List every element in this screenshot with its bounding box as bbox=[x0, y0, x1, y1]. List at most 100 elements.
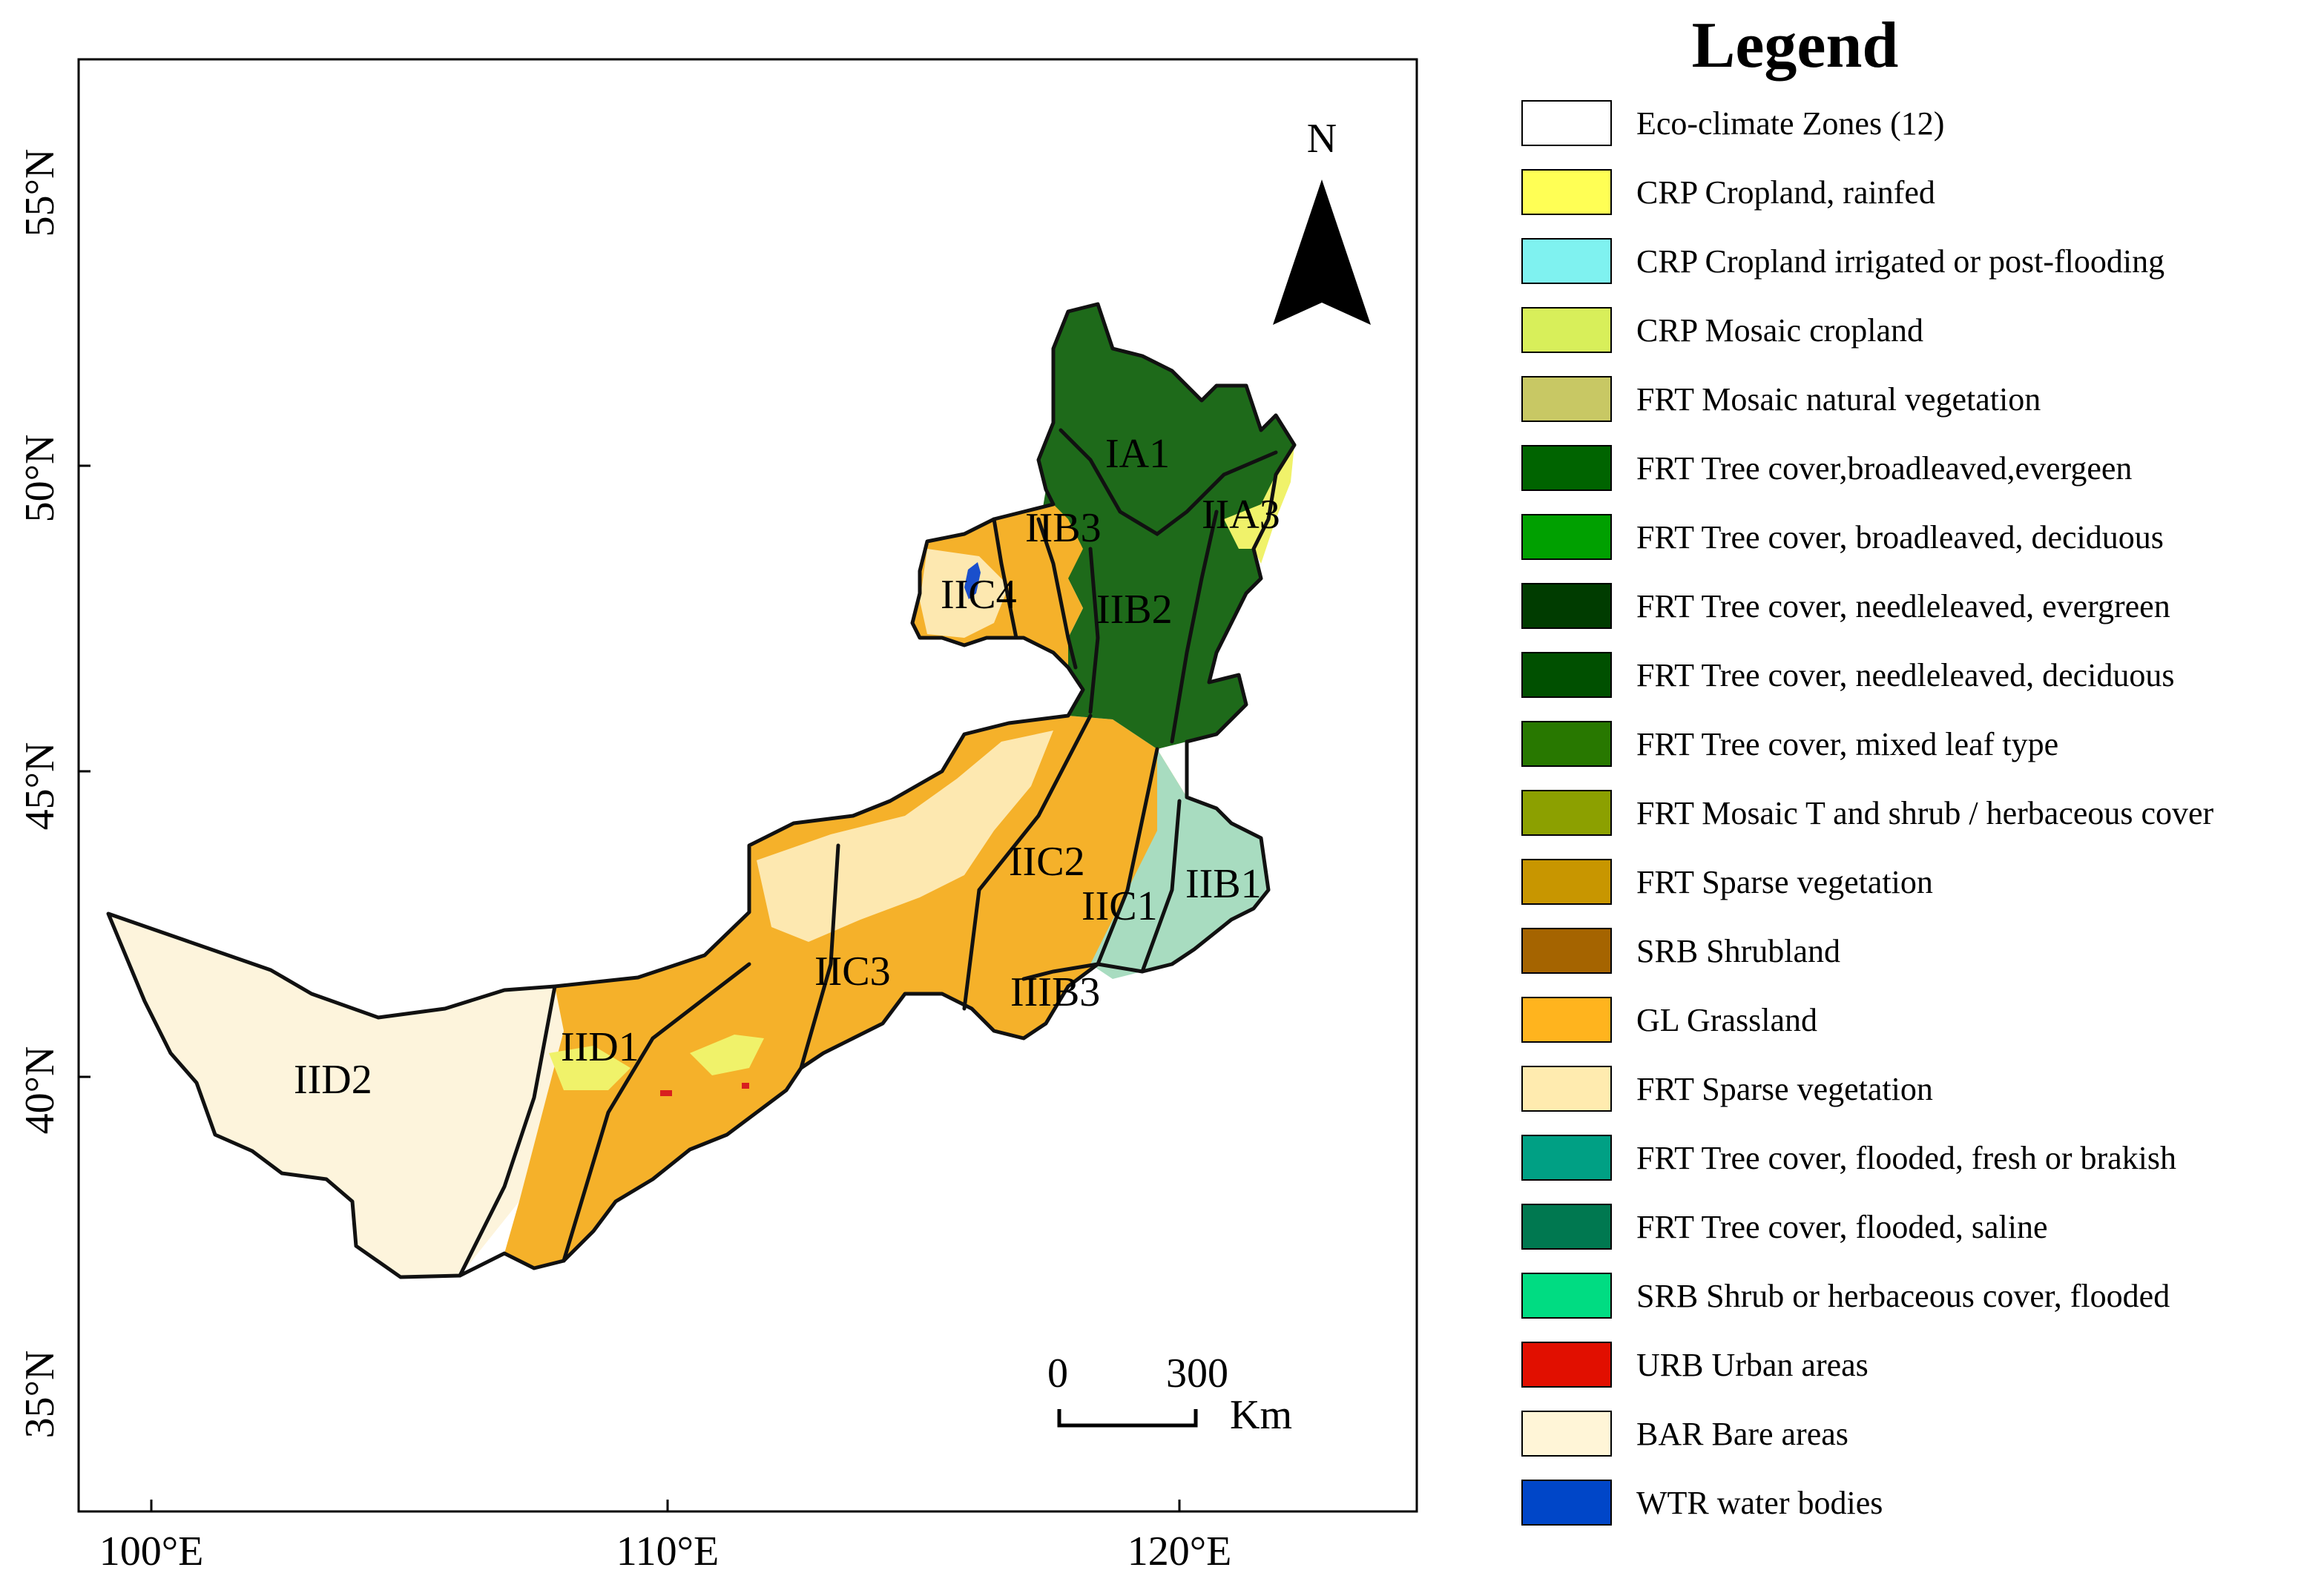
zone-boundary-ia1 bbox=[1059, 428, 1278, 537]
map-frame bbox=[77, 58, 1418, 1513]
legend-item: FRT Sparse vegetation bbox=[1521, 1066, 1933, 1112]
zone-boundary-iiib3 bbox=[1021, 962, 1100, 981]
legend-label: FRT Tree cover, mixed leaf type bbox=[1636, 726, 2058, 762]
legend-item: FRT Tree cover, needleleaved, deciduous bbox=[1521, 652, 2174, 698]
legend-label: FRT Tree cover, flooded, saline bbox=[1636, 1209, 2048, 1245]
legend-label: FRT Sparse vegetation bbox=[1636, 864, 1933, 900]
legend-item: URB Urban areas bbox=[1521, 1342, 1869, 1388]
zone-label-iic2: IIC2 bbox=[1009, 839, 1085, 885]
legend-swatch bbox=[1521, 928, 1612, 974]
legend-label: FRT Tree cover,broadleaved,evergeen bbox=[1636, 450, 2132, 487]
scale-bar-line bbox=[1057, 1409, 1198, 1428]
legend-item: FRT Tree cover, needleleaved, evergreen bbox=[1521, 583, 2170, 629]
region-shape: IA1 IIA3 IIB3 IIC4 IIB2 IIC2 IIB1 IIC1 I… bbox=[106, 302, 1297, 1279]
lon-ticks bbox=[150, 1500, 1181, 1511]
legend-item: FRT Sparse vegetation bbox=[1521, 859, 1933, 905]
longitude-labels: 100°E 110°E 120°E bbox=[99, 1529, 1232, 1574]
legend-item: FRT Mosaic T and shrub / herbaceous cove… bbox=[1521, 790, 2214, 836]
legend-swatch bbox=[1521, 307, 1612, 353]
scale-bar-zero: 0 bbox=[1047, 1351, 1068, 1396]
urban-speck bbox=[742, 1083, 749, 1089]
water-body-icon bbox=[964, 562, 981, 599]
zone-labels: IA1 IIA3 IIB3 IIC4 IIB2 IIC2 IIB1 IIC1 I… bbox=[294, 431, 1280, 1103]
legend-item: FRT Tree cover, flooded, saline bbox=[1521, 1204, 2048, 1250]
zone-label-iia3: IIA3 bbox=[1202, 492, 1280, 538]
legend-item: FRT Tree cover,broadleaved,evergeen bbox=[1521, 445, 2132, 491]
lat-ticks bbox=[79, 464, 90, 1078]
legend-label: FRT Tree cover, broadleaved, deciduous bbox=[1636, 519, 2164, 555]
zone-boundaries bbox=[458, 428, 1278, 1278]
scale-bar-unit: Km bbox=[1230, 1392, 1292, 1438]
lon-label-110: 110°E bbox=[616, 1529, 720, 1574]
legend-item: SRB Shrub or herbaceous cover, flooded bbox=[1521, 1273, 2170, 1319]
legend-label: CRP Mosaic cropland bbox=[1636, 312, 1923, 349]
zone-boundary-iib3-iib2 bbox=[1036, 517, 1078, 670]
legend-swatch bbox=[1521, 100, 1612, 146]
zone-label-iic4: IIC4 bbox=[941, 572, 1017, 618]
legend-label: Eco-climate Zones (12) bbox=[1636, 105, 1944, 142]
legend-label: FRT Tree cover, needleleaved, deciduous bbox=[1636, 657, 2174, 693]
legend-item: WTR water bodies bbox=[1521, 1480, 1883, 1526]
legend-label: BAR Bare areas bbox=[1636, 1416, 1848, 1452]
region-outline bbox=[106, 302, 1297, 1279]
legend-swatch bbox=[1521, 652, 1612, 698]
region-east-cropland bbox=[1090, 749, 1268, 979]
lon-label-120: 120°E bbox=[1127, 1529, 1232, 1574]
legend-item: CRP Cropland irrigated or post-flooding bbox=[1521, 238, 2164, 284]
zone-label-iiib3: IIIB3 bbox=[1010, 969, 1100, 1015]
north-arrow-icon bbox=[1273, 179, 1371, 325]
region-cropland-patch-2 bbox=[549, 1046, 631, 1090]
zone-boundary-iid1-iic3 bbox=[562, 962, 751, 1263]
legend-swatch bbox=[1521, 376, 1612, 422]
zone-label-iid2: IID2 bbox=[294, 1057, 372, 1103]
legend-label: FRT Mosaic natural vegetation bbox=[1636, 381, 2041, 418]
zone-label-ia1: IA1 bbox=[1105, 431, 1170, 477]
legend-item: BAR Bare areas bbox=[1521, 1411, 1848, 1457]
legend-item: FRT Tree cover, flooded, fresh or brakis… bbox=[1521, 1135, 2176, 1181]
zone-label-iic3: IIC3 bbox=[814, 949, 891, 995]
region-central-sparse bbox=[757, 731, 1053, 942]
legend-item: FRT Mosaic natural vegetation bbox=[1521, 376, 2041, 422]
urban-speck bbox=[660, 1090, 672, 1096]
legend-item: CRP Cropland, rainfed bbox=[1521, 169, 1935, 215]
lat-label-50: 50°N bbox=[17, 435, 63, 523]
legend-swatch bbox=[1521, 859, 1612, 905]
legend-swatch bbox=[1521, 1135, 1612, 1181]
zone-label-iid1: IID1 bbox=[561, 1024, 639, 1070]
legend-swatch bbox=[1521, 1066, 1612, 1112]
legend-items: Eco-climate Zones (12) CRP Cropland, rain… bbox=[1521, 100, 2214, 1526]
lat-label-35: 35°N bbox=[17, 1351, 63, 1439]
legend: Legend Eco-climate Zones (12) CRP Croplan… bbox=[1521, 10, 2214, 1526]
legend-label: FRT Tree cover, flooded, fresh or brakis… bbox=[1636, 1140, 2176, 1176]
legend-swatch bbox=[1521, 514, 1612, 560]
legend-swatch bbox=[1521, 1273, 1612, 1319]
legend-label: SRB Shrub or herbaceous cover, flooded bbox=[1636, 1278, 2170, 1314]
legend-item: Eco-climate Zones (12) bbox=[1521, 100, 1944, 146]
legend-label: FRT Tree cover, needleleaved, evergreen bbox=[1636, 588, 2170, 624]
legend-swatch bbox=[1521, 238, 1612, 284]
legend-item: SRB Shrubland bbox=[1521, 928, 1840, 974]
legend-label: GL Grassland bbox=[1636, 1002, 1817, 1038]
legend-item: CRP Mosaic cropland bbox=[1521, 307, 1923, 353]
legend-label: CRP Cropland irrigated or post-flooding bbox=[1636, 243, 2164, 280]
scale-bar: 0 300 Km bbox=[1047, 1351, 1292, 1438]
legend-label: FRT Sparse vegetation bbox=[1636, 1071, 1933, 1107]
lon-label-100: 100°E bbox=[99, 1529, 204, 1574]
legend-label: URB Urban areas bbox=[1636, 1347, 1869, 1383]
legend-label: CRP Cropland, rainfed bbox=[1636, 174, 1935, 211]
legend-title: Legend bbox=[1692, 10, 1899, 82]
zone-boundary-iib3-iic4 bbox=[992, 517, 1018, 640]
legend-swatch bbox=[1521, 790, 1612, 836]
scale-bar-max: 300 bbox=[1166, 1351, 1228, 1396]
zone-label-iic1: IIC1 bbox=[1081, 883, 1158, 929]
lat-label-55: 55°N bbox=[17, 149, 63, 237]
zone-label-iib2: IIB2 bbox=[1096, 587, 1173, 633]
legend-swatch bbox=[1521, 1204, 1612, 1250]
zone-boundary-iic3-iic2 bbox=[799, 843, 840, 1070]
region-central-grassland bbox=[504, 716, 1268, 1268]
zone-label-iib1: IIB1 bbox=[1185, 861, 1262, 907]
lat-label-40: 40°N bbox=[17, 1046, 63, 1135]
lat-label-45: 45°N bbox=[17, 742, 63, 831]
zone-boundary-iic1-iib1 bbox=[1096, 747, 1159, 966]
zone-boundary-iib2 bbox=[1088, 547, 1100, 714]
